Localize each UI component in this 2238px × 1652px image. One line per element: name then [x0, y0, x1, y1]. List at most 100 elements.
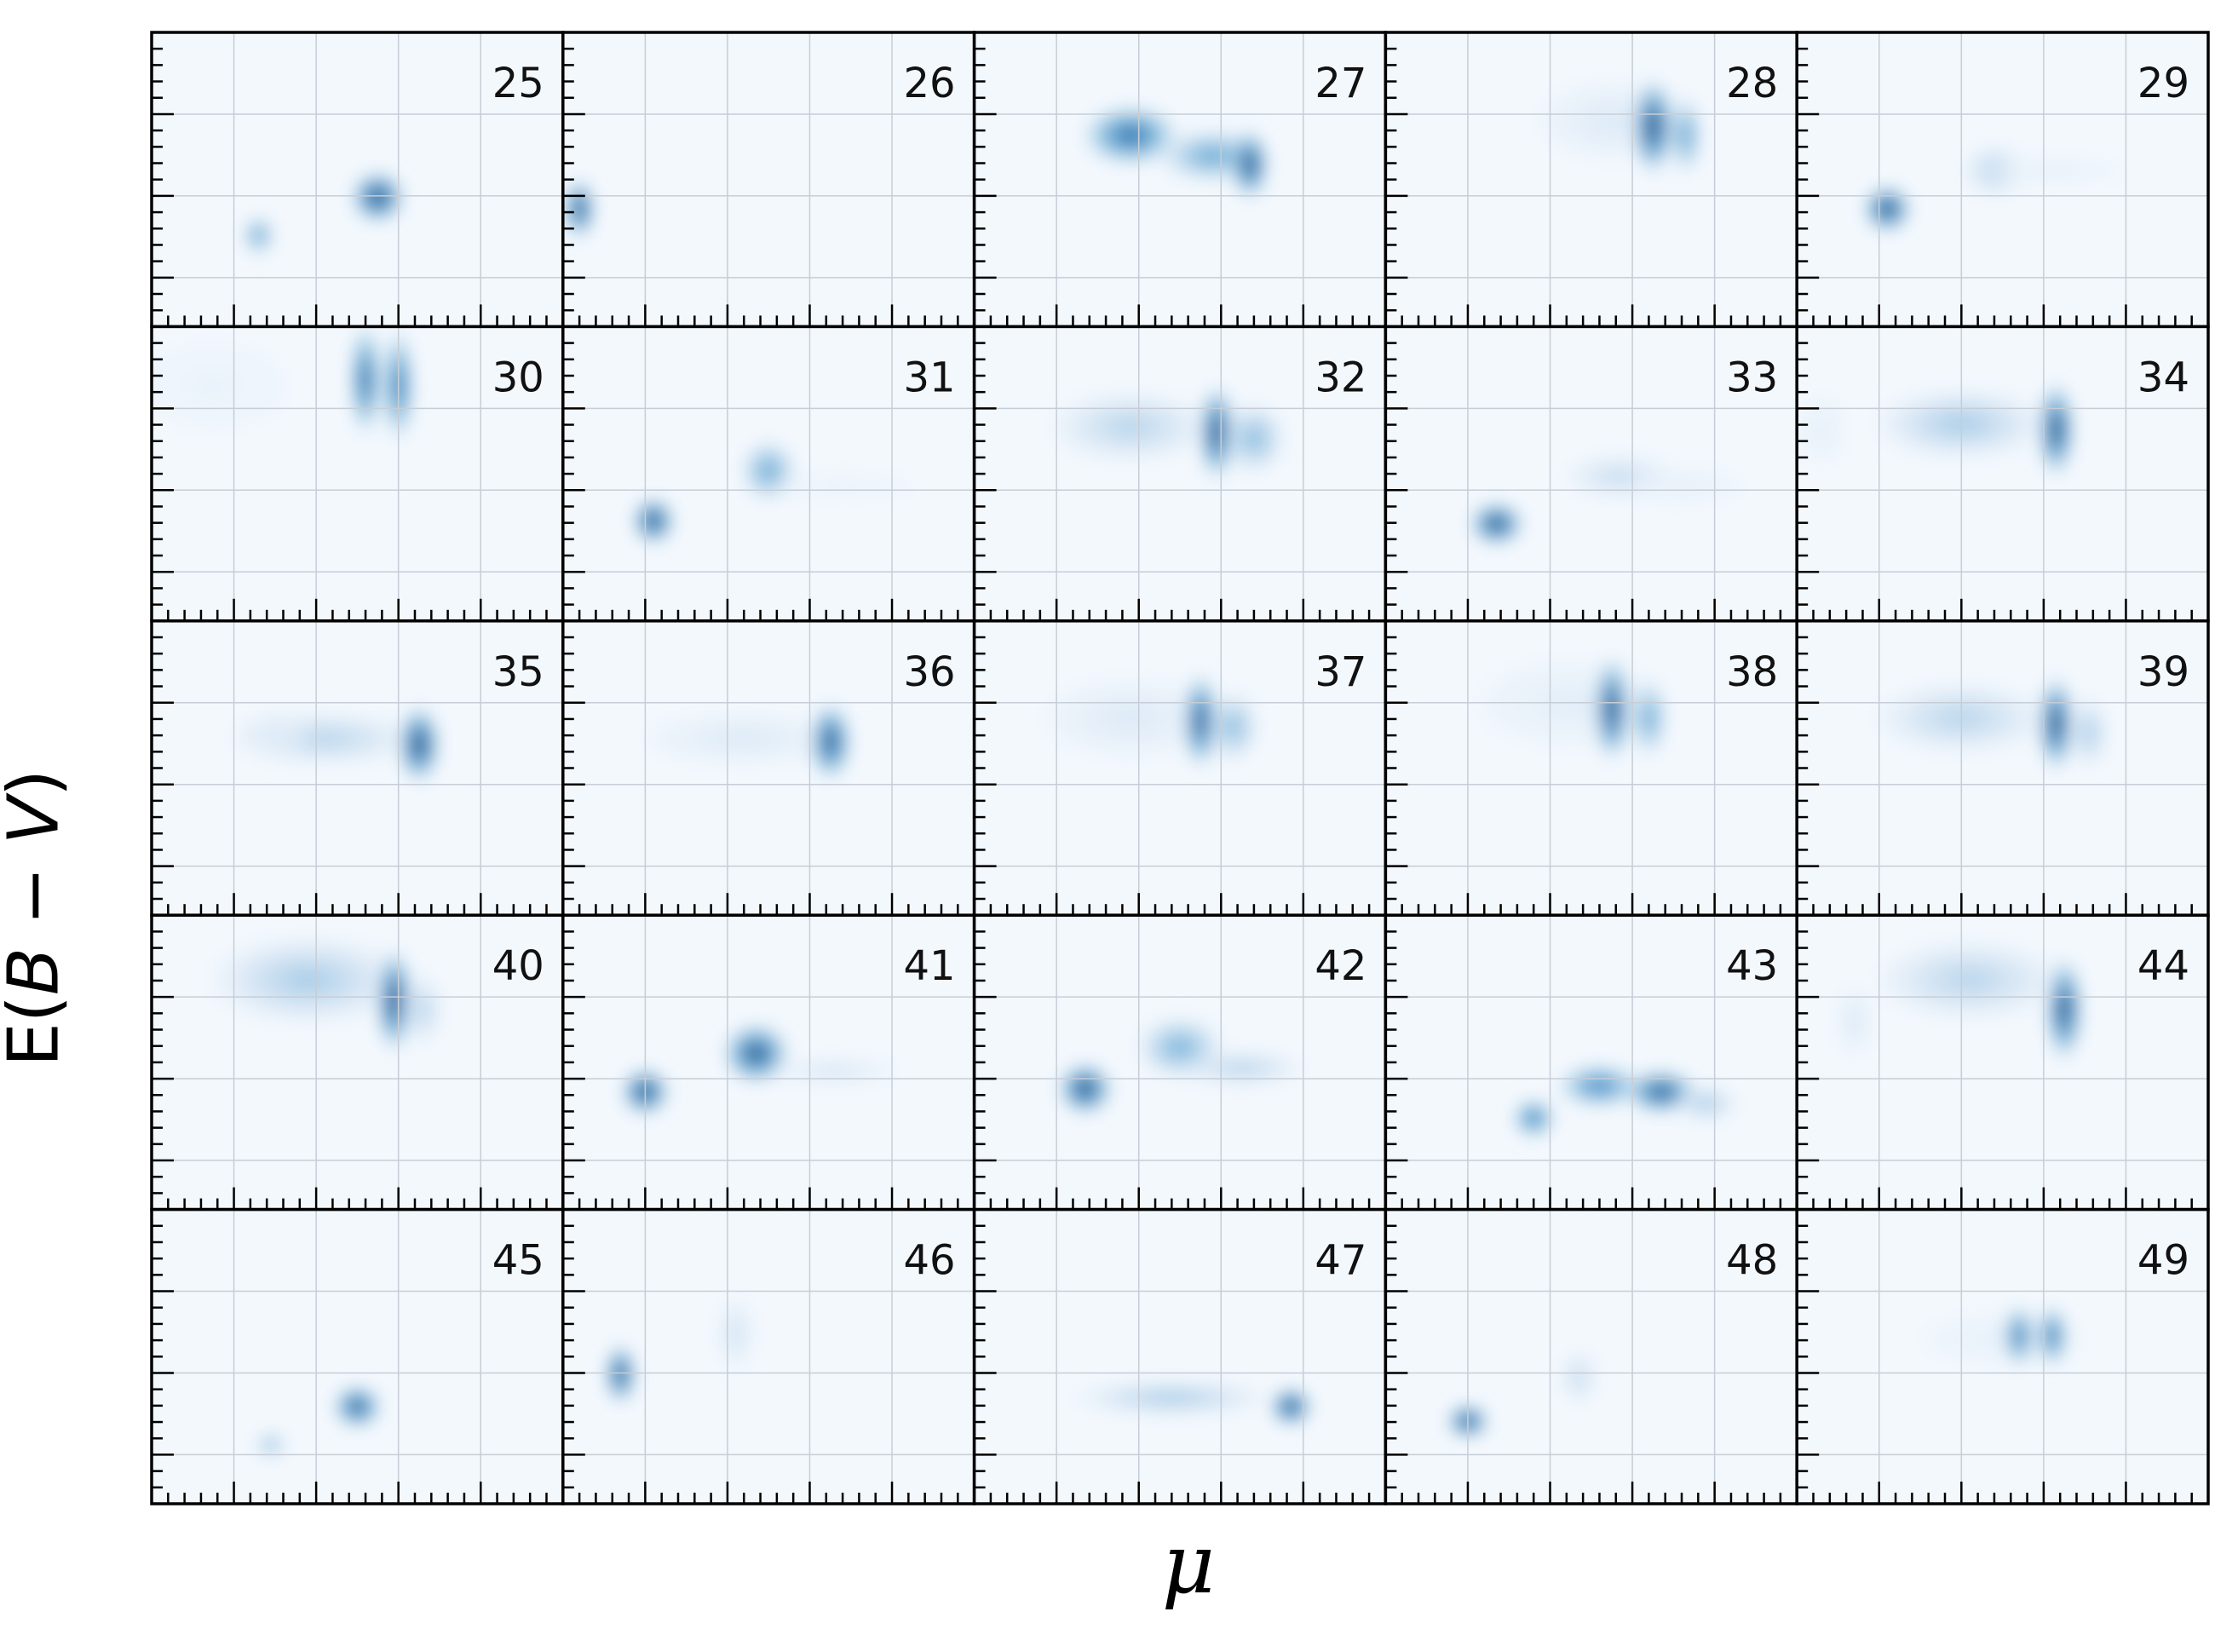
panel-gridlines	[1797, 32, 2208, 327]
density-blob	[630, 494, 677, 547]
panel-label: 28	[1726, 60, 1778, 107]
panel-label: 35	[492, 648, 544, 696]
panel-frame	[1795, 1207, 2210, 1505]
panel-label: 42	[1315, 942, 1366, 990]
panel-34: 34	[1795, 325, 2210, 623]
density-blob	[1591, 653, 1632, 766]
density-blob	[1871, 937, 2068, 1022]
density-layer	[1038, 669, 1260, 774]
panel-46: 46	[561, 1207, 976, 1505]
panel-38: 38	[1384, 619, 1798, 917]
panel-label: 43	[1726, 942, 1778, 990]
density-blob	[1615, 466, 1748, 505]
density-blob	[331, 1383, 384, 1430]
panel-label: 34	[2137, 354, 2189, 401]
panel-gridlines	[562, 915, 975, 1210]
density-blob	[2036, 377, 2076, 482]
y-axis-title: E(B − V)	[0, 769, 75, 1067]
density-layer	[225, 702, 442, 787]
density-blob	[1834, 983, 1874, 1059]
panel-32: 32	[972, 325, 1388, 623]
density-blob	[1268, 1385, 1315, 1428]
density-layer	[1869, 671, 2109, 776]
density-blob	[807, 699, 854, 785]
panel-45: 45	[150, 1207, 565, 1505]
panel-gridlines	[1385, 326, 1798, 621]
panel-33: 33	[1384, 325, 1798, 623]
y-axis-title-minus: −	[0, 844, 75, 947]
panel-gridlines	[1797, 326, 2208, 621]
panel-gridlines	[152, 326, 563, 621]
density-blob	[202, 932, 414, 1027]
y-axis-title-prefix: E(	[0, 995, 75, 1068]
density-blob	[235, 709, 315, 757]
panel-48: 48	[1384, 1207, 1798, 1505]
density-blob	[2036, 671, 2076, 776]
density-layer	[630, 437, 922, 547]
panel-31: 31	[561, 325, 976, 623]
panel-label: 32	[1315, 354, 1366, 401]
panel-42: 42	[972, 913, 1388, 1212]
panel-label: 48	[1726, 1237, 1778, 1285]
density-blob	[768, 1056, 900, 1085]
density-blob	[1176, 1049, 1308, 1087]
density-layer	[242, 169, 408, 257]
panel-label: 26	[904, 60, 956, 107]
density-blob	[763, 471, 922, 500]
density-blob	[1630, 74, 1677, 179]
panel-40: 40	[150, 913, 565, 1212]
panel-gridlines	[974, 1209, 1386, 1504]
panel-35: 35	[150, 619, 565, 917]
panel-label: 36	[904, 648, 956, 696]
density-blob	[374, 944, 415, 1057]
density-layer	[562, 176, 596, 242]
panel-label: 30	[492, 354, 544, 401]
density-blob	[1466, 500, 1527, 548]
panel-ticks	[1384, 31, 1798, 328]
panel-gridlines	[1797, 1209, 2208, 1504]
density-blob	[1972, 156, 2132, 185]
panel-label: 45	[492, 1237, 544, 1285]
density-blob	[395, 702, 442, 787]
panel-gridlines	[1385, 915, 1798, 1210]
panel-grid: 25 26 27 28 29 30 31 32 33 34 35 36 37 38 39 40 41 42 43 44…	[150, 31, 2210, 1505]
panel-25: 25	[150, 31, 565, 329]
panel-label: 29	[2137, 60, 2189, 107]
panel-gridlines	[974, 32, 1386, 327]
panel-gridlines	[152, 915, 563, 1210]
panel-27: 27	[972, 31, 1388, 329]
density-blob	[1066, 1379, 1277, 1417]
panel-label: 44	[2137, 942, 2189, 990]
density-layer	[1471, 653, 1670, 766]
density-blob	[1559, 1349, 1599, 1406]
density-blob	[348, 326, 383, 441]
panel-30: 30	[150, 325, 565, 623]
density-layer	[604, 1295, 756, 1407]
panel-label: 25	[492, 60, 544, 107]
panel-label: 39	[2137, 648, 2189, 696]
panel-49: 49	[1795, 1207, 2210, 1505]
panel-ticks	[973, 31, 1387, 328]
density-blob	[348, 169, 408, 226]
density-blob	[1861, 182, 1914, 235]
panel-ticks	[973, 1208, 1387, 1505]
density-layer	[254, 1383, 384, 1459]
density-blob	[2068, 694, 2109, 771]
density-blob	[1629, 676, 1669, 761]
panel-label: 46	[904, 1237, 956, 1285]
panel-gridlines	[562, 32, 975, 327]
panel-label: 31	[904, 354, 956, 401]
panel-gridlines	[562, 326, 975, 621]
density-blob	[1044, 389, 1217, 465]
density-blob	[716, 1295, 756, 1371]
panel-ticks	[973, 325, 1387, 623]
density-blob	[2002, 1303, 2036, 1369]
panel-gridlines	[152, 1209, 563, 1504]
panel-label: 40	[492, 942, 544, 990]
density-layer	[1056, 1014, 1308, 1118]
panel-label: 49	[2137, 1237, 2189, 1285]
x-axis-title: μ	[1161, 1517, 1216, 1612]
density-blob	[638, 710, 849, 768]
panel-26: 26	[561, 31, 976, 329]
panel-gridlines	[562, 620, 975, 916]
